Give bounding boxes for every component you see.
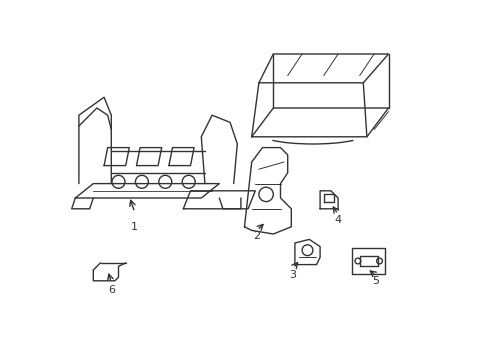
- Text: 2: 2: [253, 231, 260, 241]
- Text: 3: 3: [289, 270, 296, 280]
- Text: 4: 4: [334, 215, 341, 225]
- Text: 1: 1: [131, 222, 138, 232]
- Text: 6: 6: [107, 285, 115, 295]
- Text: 5: 5: [372, 276, 379, 286]
